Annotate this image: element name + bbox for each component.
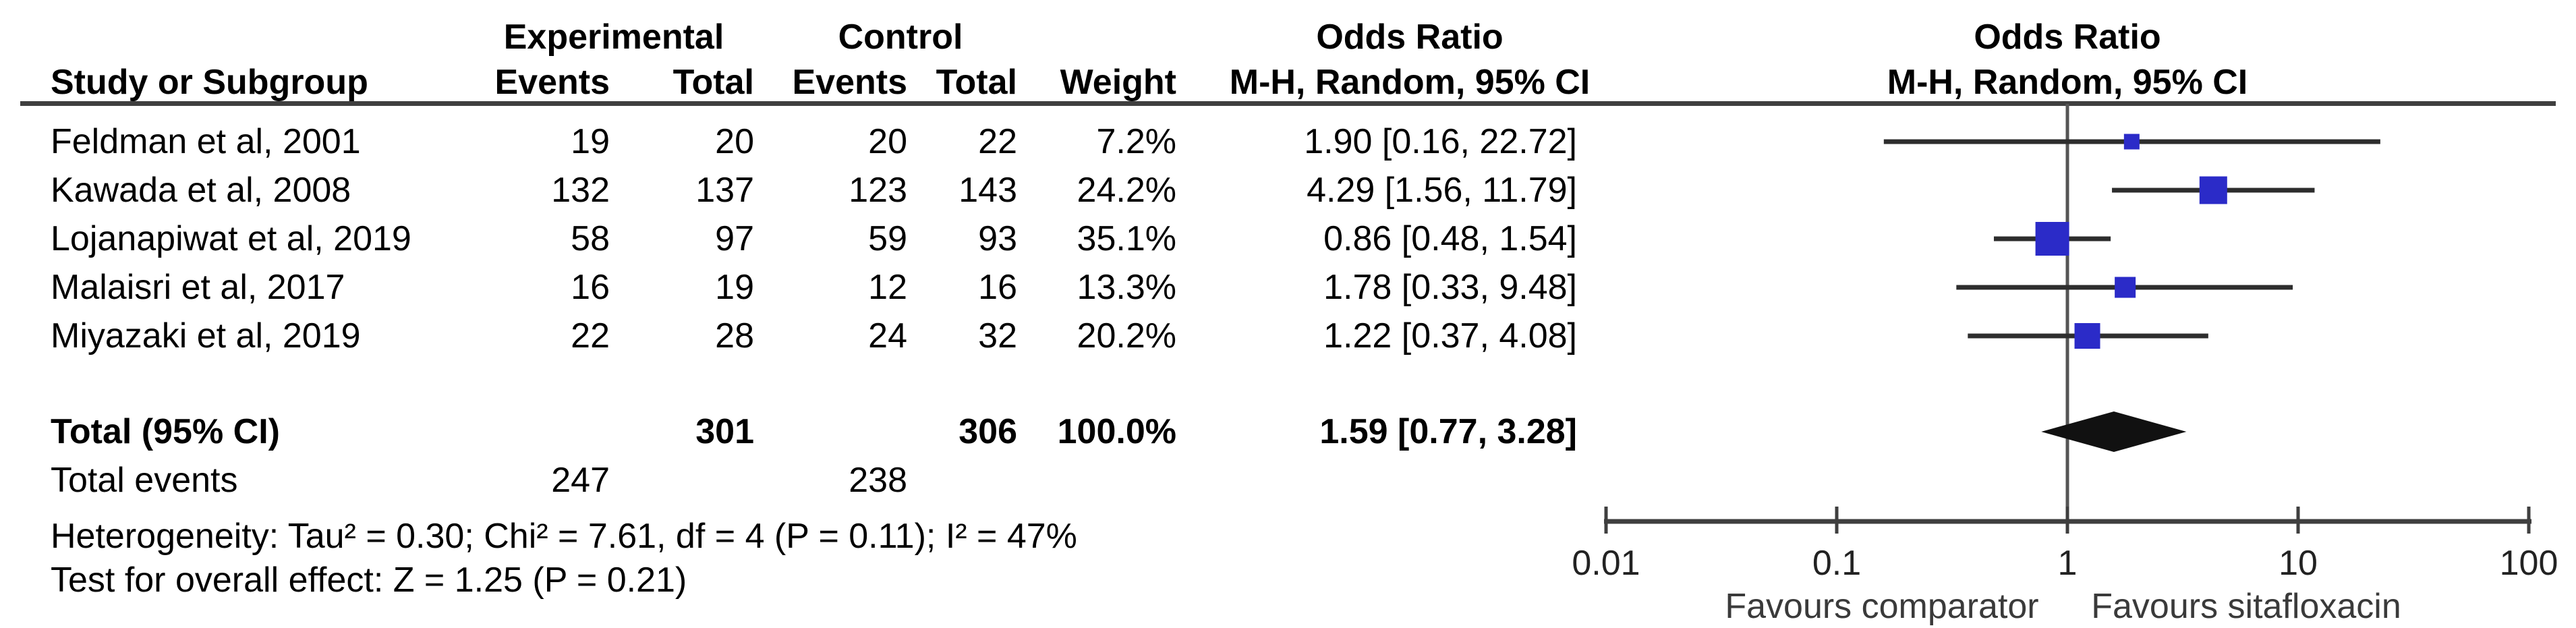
weight-cell: 35.1% <box>1077 219 1176 258</box>
or-ci-cell: 4.29 [1.56, 11.79] <box>1307 171 1577 210</box>
weight-cell: 7.2% <box>1096 122 1176 161</box>
or-ci-cell: 1.22 [0.37, 4.08] <box>1323 316 1577 355</box>
total-ctrl-total: 306 <box>958 412 1017 451</box>
header-study: Study or Subgroup <box>51 63 368 102</box>
ctrl-events-cell: 24 <box>868 316 907 355</box>
weight-cell: 13.3% <box>1077 268 1176 307</box>
axis-tick-label: 0.01 <box>1572 544 1640 583</box>
or-ci-cell: 1.90 [0.16, 22.72] <box>1304 122 1577 161</box>
exp-events-cell: 58 <box>571 219 610 258</box>
ctrl-total-cell: 22 <box>978 122 1017 161</box>
header-mh-random-plot: M-H, Random, 95% CI <box>1887 63 2248 102</box>
ctrl-events-cell: 20 <box>868 122 907 161</box>
weight-square-marker <box>2199 176 2227 204</box>
study-name: Malaisri et al, 2017 <box>51 268 345 307</box>
weight-cell: 20.2% <box>1077 316 1176 355</box>
header-control-group: Control <box>838 18 963 57</box>
axis-tick-label: 0.1 <box>1812 544 1861 583</box>
ctrl-total-cell: 143 <box>958 171 1017 210</box>
header-odds-ratio-table: Odds Ratio <box>1316 18 1504 57</box>
exp-events-cell: 19 <box>571 122 610 161</box>
study-name: Feldman et al, 2001 <box>51 122 361 161</box>
heterogeneity-text: Heterogeneity: Tau² = 0.30; Chi² = 7.61,… <box>51 517 1077 556</box>
exp-total-cell: 20 <box>715 122 754 161</box>
header-ctrl-events: Events <box>792 63 907 102</box>
header-mh-random-table: M-H, Random, 95% CI <box>1229 63 1591 102</box>
weight-square-marker <box>2115 277 2136 298</box>
total-events-label: Total events <box>51 461 238 500</box>
total-or-ci: 1.59 [0.77, 3.28] <box>1319 412 1577 451</box>
header-exp-events: Events <box>494 63 610 102</box>
header-weight: Weight <box>1060 63 1176 102</box>
exp-total-cell: 97 <box>715 219 754 258</box>
total-label: Total (95% CI) <box>51 412 280 451</box>
weight-square-marker <box>2074 323 2100 349</box>
or-ci-cell: 0.86 [0.48, 1.54] <box>1323 219 1577 258</box>
exp-total-cell: 137 <box>695 171 754 210</box>
axis-tick-label: 100 <box>2500 544 2558 583</box>
exp-events-cell: 132 <box>551 171 610 210</box>
pooled-diamond <box>2041 411 2187 452</box>
favours-right-label: Favours sitafloxacin <box>2091 587 2401 626</box>
study-name: Lojanapiwat et al, 2019 <box>51 219 411 258</box>
total-weight: 100.0% <box>1057 412 1176 451</box>
axis-tick-label: 10 <box>2279 544 2318 583</box>
weight-square-marker <box>2123 134 2140 150</box>
header-ctrl-total: Total <box>936 63 1017 102</box>
ctrl-total-cell: 16 <box>978 268 1017 307</box>
exp-total-cell: 28 <box>715 316 754 355</box>
study-name: Kawada et al, 2008 <box>51 171 351 210</box>
header-experimental-group: Experimental <box>503 18 724 57</box>
ctrl-events-cell: 123 <box>849 171 907 210</box>
study-name: Miyazaki et al, 2019 <box>51 316 361 355</box>
header-exp-total: Total <box>672 63 754 102</box>
exp-events-cell: 22 <box>571 316 610 355</box>
total-events-ctrl: 238 <box>849 461 907 500</box>
ctrl-total-cell: 93 <box>978 219 1017 258</box>
or-ci-cell: 1.78 [0.33, 9.48] <box>1323 268 1577 307</box>
ctrl-events-cell: 59 <box>868 219 907 258</box>
total-events-exp: 247 <box>551 461 610 500</box>
exp-total-cell: 19 <box>715 268 754 307</box>
total-exp-total: 301 <box>695 412 754 451</box>
weight-square-marker <box>2035 222 2069 256</box>
overall-effect-text: Test for overall effect: Z = 1.25 (P = 0… <box>51 561 687 600</box>
header-odds-ratio-plot: Odds Ratio <box>1974 18 2161 57</box>
exp-events-cell: 16 <box>571 268 610 307</box>
weight-cell: 24.2% <box>1077 171 1176 210</box>
header-rule <box>20 101 2556 106</box>
favours-left-label: Favours comparator <box>1725 587 2038 626</box>
ctrl-events-cell: 12 <box>868 268 907 307</box>
axis-tick-label: 1 <box>2058 544 2078 583</box>
ctrl-total-cell: 32 <box>978 316 1017 355</box>
